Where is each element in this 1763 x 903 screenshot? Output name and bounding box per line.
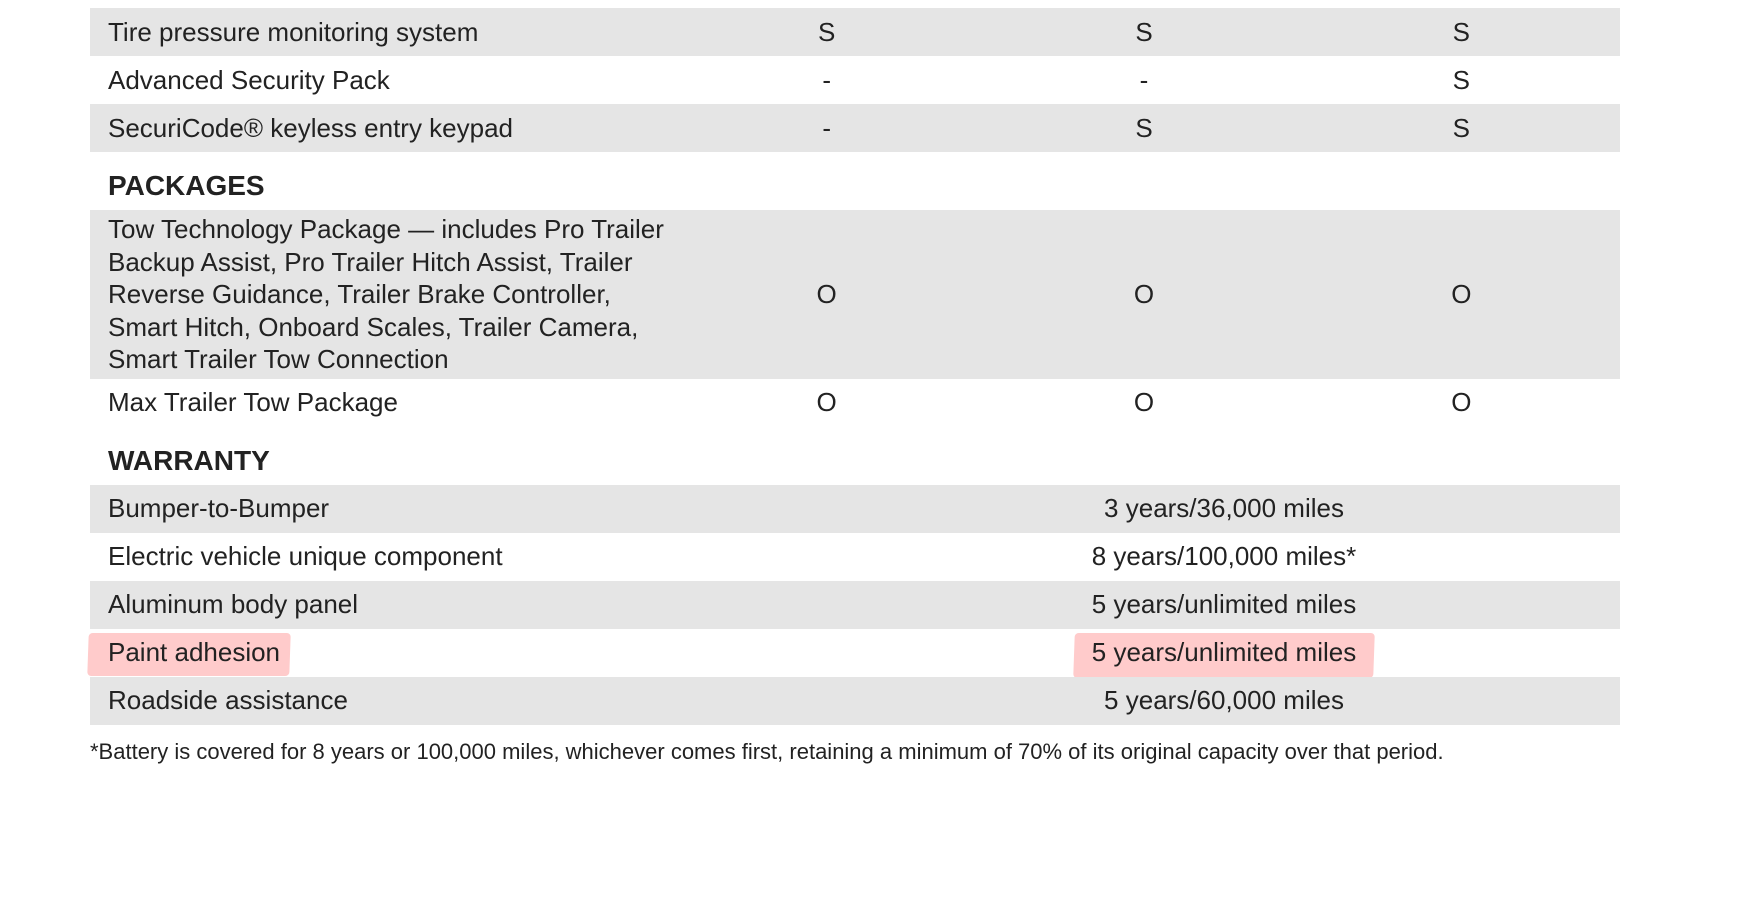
table-row: Paint adhesion5 years/unlimited miles <box>90 629 1620 677</box>
feature-value: S <box>985 113 1302 144</box>
warranty-value: 8 years/100,000 miles* <box>828 541 1620 572</box>
feature-value: S <box>985 17 1302 48</box>
feature-value: - <box>985 65 1302 96</box>
table-row: Tow Technology Package — includes Pro Tr… <box>90 210 1620 379</box>
feature-value: - <box>668 65 985 96</box>
warranty-label: Bumper-to-Bumper <box>90 493 828 524</box>
feature-value: O <box>985 387 1302 418</box>
feature-label: Advanced Security Pack <box>90 64 668 97</box>
warranty-value: 5 years/unlimited miles <box>828 589 1620 620</box>
feature-value: O <box>985 279 1302 310</box>
feature-value: S <box>1303 113 1620 144</box>
feature-label: Tire pressure monitoring system <box>90 16 668 49</box>
warranty-label: Roadside assistance <box>90 685 828 716</box>
feature-value: O <box>1303 279 1620 310</box>
feature-value: O <box>668 387 985 418</box>
packages-header: PACKAGES <box>90 152 1620 210</box>
warranty-label: Electric vehicle unique component <box>90 541 828 572</box>
table-row: Advanced Security Pack--S <box>90 56 1620 104</box>
feature-label: SecuriCode® keyless entry keypad <box>90 112 668 145</box>
feature-value: O <box>1303 387 1620 418</box>
feature-label: Max Trailer Tow Package <box>90 386 668 419</box>
feature-value: O <box>668 279 985 310</box>
table-row: Bumper-to-Bumper3 years/36,000 miles <box>90 485 1620 533</box>
feature-label: Tow Technology Package — includes Pro Tr… <box>90 213 668 376</box>
packages-rows: Tow Technology Package — includes Pro Tr… <box>90 210 1620 427</box>
safety-rows: Tire pressure monitoring systemSSSAdvanc… <box>90 8 1620 152</box>
warranty-value: 3 years/36,000 miles <box>828 493 1620 524</box>
table-row: Tire pressure monitoring systemSSS <box>90 8 1620 56</box>
table-row: Electric vehicle unique component8 years… <box>90 533 1620 581</box>
warranty-label: Paint adhesion <box>90 637 828 668</box>
spec-table: Tire pressure monitoring systemSSSAdvanc… <box>90 0 1620 765</box>
table-row: Aluminum body panel5 years/unlimited mil… <box>90 581 1620 629</box>
warranty-header: WARRANTY <box>90 427 1620 485</box>
feature-value: - <box>668 113 985 144</box>
feature-value: S <box>1303 17 1620 48</box>
feature-value: S <box>1303 65 1620 96</box>
battery-footnote: *Battery is covered for 8 years or 100,0… <box>90 725 1620 765</box>
warranty-rows: Bumper-to-Bumper3 years/36,000 milesElec… <box>90 485 1620 725</box>
warranty-value: 5 years/60,000 miles <box>828 685 1620 716</box>
warranty-label: Aluminum body panel <box>90 589 828 620</box>
feature-value: S <box>668 17 985 48</box>
table-row: Roadside assistance5 years/60,000 miles <box>90 677 1620 725</box>
table-row: SecuriCode® keyless entry keypad-SS <box>90 104 1620 152</box>
table-row: Max Trailer Tow PackageOOO <box>90 379 1620 427</box>
warranty-value: 5 years/unlimited miles <box>828 637 1620 668</box>
